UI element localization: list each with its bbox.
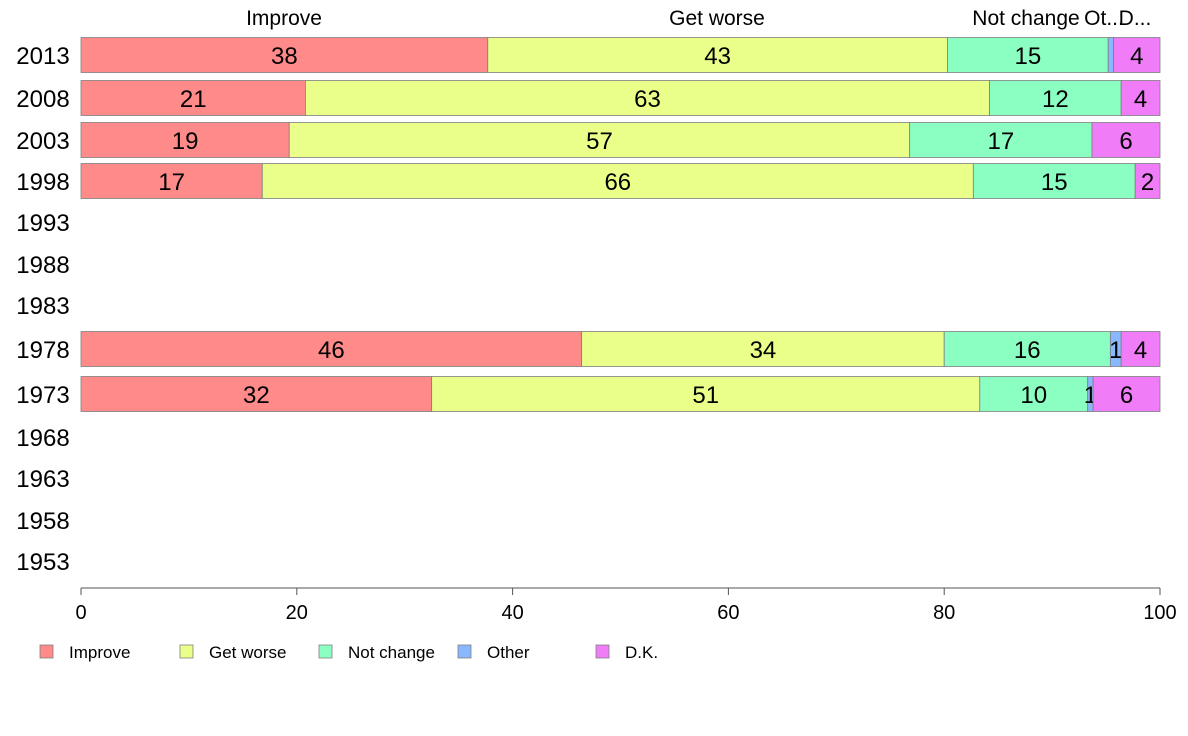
column-header: D...: [1119, 7, 1152, 30]
bar-segment: [1092, 376, 1161, 412]
year-label: 1963: [16, 466, 69, 493]
bar-segment: [989, 80, 1122, 116]
year-label: 2013: [16, 43, 69, 70]
bar-value-label: 43: [704, 43, 731, 70]
year-label: 1993: [16, 210, 69, 237]
bar-segment: [1134, 163, 1161, 199]
column-header: Ot...: [1084, 7, 1124, 30]
bar-value-label: 46: [318, 337, 345, 364]
year-label: 1968: [16, 425, 69, 452]
bar-value-label: 51: [692, 382, 719, 409]
bar-segment: [80, 122, 290, 158]
x-tick-label: 80: [933, 602, 955, 624]
year-label: 2003: [16, 128, 69, 155]
x-tick-label: 20: [286, 602, 308, 624]
bar-value-label: 34: [750, 337, 777, 364]
bar-segment: [80, 80, 306, 116]
year-label: 1983: [16, 293, 69, 320]
bar-segment: [1107, 37, 1115, 73]
legend-swatch: [595, 644, 610, 659]
legend-label: Get worse: [209, 643, 286, 662]
bar-value-label: 16: [1014, 337, 1041, 364]
year-label: 1958: [16, 508, 69, 535]
legend-swatch: [39, 644, 54, 659]
bar-value-label: 4: [1134, 337, 1147, 364]
bar-value-label: 15: [1041, 169, 1068, 196]
bar-segment: [581, 331, 945, 367]
x-tick-label: 60: [717, 602, 739, 624]
bar-segment: [1120, 80, 1161, 116]
bar-segment: [487, 37, 948, 73]
bar-value-label: 6: [1119, 128, 1132, 155]
bar-segment: [288, 122, 911, 158]
bar-value-label: 17: [158, 169, 185, 196]
bar-segment: [80, 163, 263, 199]
bar-segment: [431, 376, 981, 412]
legend-label: Improve: [69, 643, 130, 662]
bar-segment: [1120, 331, 1161, 367]
bar-value-label: 15: [1014, 43, 1041, 70]
bar-value-label: 17: [987, 128, 1014, 155]
year-label: 1978: [16, 337, 69, 364]
legend-label: D.K.: [625, 643, 658, 662]
bar-segment: [909, 122, 1093, 158]
bar-value-label: 32: [243, 382, 270, 409]
column-headers: Improve Get worse Not change Ot...D...: [246, 7, 1151, 30]
bar-segment: [943, 331, 1111, 367]
bar-value-label: 63: [634, 86, 661, 113]
bar-value-label: 57: [586, 128, 613, 155]
legend-label: Not change: [348, 643, 435, 662]
legend-swatch: [179, 644, 194, 659]
x-tick-label: 0: [75, 602, 86, 624]
year-label: 1973: [16, 382, 69, 409]
bar-segment: [972, 163, 1136, 199]
bar-value-label: 66: [604, 169, 631, 196]
legend: Improve Get worse Not change Other D.K.: [39, 643, 658, 662]
legend-label: Other: [487, 643, 530, 662]
year-label: 1998: [16, 169, 69, 196]
x-tick-label: 100: [1143, 602, 1176, 624]
bar-value-label: 4: [1130, 43, 1143, 70]
column-header: Improve: [246, 7, 322, 30]
column-header: Get worse: [669, 7, 765, 30]
bar-segment: [1091, 122, 1161, 158]
bar-value-label: 1: [1109, 337, 1122, 364]
x-axis: 0 20 40 60 80 100: [75, 587, 1177, 624]
year-label: 2008: [16, 86, 69, 113]
bar-value-label: 4: [1134, 86, 1147, 113]
legend-swatch: [318, 644, 333, 659]
year-label: 1988: [16, 252, 69, 279]
bar-value-label: 12: [1042, 86, 1069, 113]
bar-segment: [1113, 37, 1161, 73]
x-tick-label: 40: [501, 602, 523, 624]
year-label: 1953: [16, 549, 69, 576]
bar-segment: [979, 376, 1089, 412]
bar-value-label: 6: [1120, 382, 1133, 409]
legend-swatch: [457, 644, 472, 659]
bar-segment: [261, 163, 974, 199]
bar-value-label: 10: [1020, 382, 1047, 409]
bar-value-label: 19: [172, 128, 199, 155]
bar-value-label: 21: [180, 86, 207, 113]
bar-value-label: 2: [1141, 169, 1154, 196]
bar-segment: [305, 80, 990, 116]
column-header: Not change: [972, 7, 1079, 30]
bar-value-label: 38: [271, 43, 298, 70]
